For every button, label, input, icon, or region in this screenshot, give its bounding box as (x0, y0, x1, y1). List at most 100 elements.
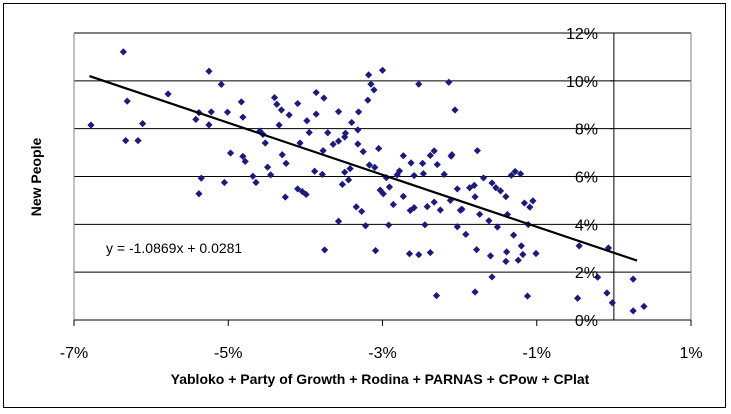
data-point (305, 128, 313, 137)
data-point (267, 171, 275, 179)
data-point (285, 111, 293, 119)
data-point (430, 198, 438, 206)
x-tick-label: 1% (679, 345, 702, 362)
data-point (134, 137, 142, 145)
data-point (421, 221, 429, 229)
data-point (385, 183, 394, 191)
data-point (471, 288, 479, 296)
data-point (399, 152, 407, 160)
data-point (217, 80, 225, 89)
data-point (415, 251, 423, 259)
data-point (237, 98, 245, 106)
data-point (205, 121, 213, 129)
data-point (503, 248, 511, 256)
data-point (575, 242, 583, 250)
data-point (426, 248, 434, 257)
data-point (207, 108, 215, 116)
gridlines (74, 32, 691, 273)
y-tick-label: 4% (575, 217, 598, 234)
data-point (338, 180, 346, 188)
data-point (298, 187, 306, 196)
data-point (344, 176, 353, 184)
data-point (472, 246, 481, 254)
data-point (364, 96, 372, 104)
y-tick-label: 12% (566, 26, 598, 43)
data-point (139, 120, 147, 128)
data-point (485, 217, 493, 225)
data-point (629, 307, 637, 315)
data-point (320, 94, 328, 102)
data-point (324, 129, 332, 137)
data-point (354, 140, 362, 148)
data-point (87, 121, 95, 129)
data-point (319, 147, 327, 155)
data-point (510, 231, 518, 239)
x-tick-label: -7% (60, 345, 88, 362)
data-point (640, 302, 648, 310)
y-axis-title: New People (28, 138, 44, 217)
data-point (275, 121, 283, 129)
data-point (502, 257, 510, 266)
data-point (239, 152, 247, 161)
data-point (354, 126, 362, 134)
data-point (281, 193, 289, 201)
y-tick-label: 10% (566, 74, 598, 91)
data-point (399, 192, 407, 200)
data-point (302, 190, 310, 199)
data-point (448, 151, 456, 159)
data-point (426, 151, 434, 160)
data-point (261, 139, 269, 147)
data-point (488, 179, 496, 187)
data-point (334, 108, 343, 116)
data-point (492, 184, 500, 192)
data-point (341, 133, 349, 141)
data-point (239, 113, 247, 121)
data-point (361, 222, 370, 230)
data-point (205, 67, 213, 75)
trendline-equation: y = -1.0869x + 0.0281 (106, 240, 242, 256)
tick-labels: 0% 2% 4% 6% 8% 10% 12% -7% -5% -3% -1% 1% (60, 26, 703, 362)
data-point (376, 186, 384, 194)
data-point (395, 167, 404, 175)
data-point (629, 275, 637, 283)
data-point (303, 117, 311, 125)
data-point (354, 108, 363, 116)
data-point (493, 223, 502, 231)
data-point (532, 249, 540, 258)
data-point (470, 181, 478, 189)
data-point (476, 210, 484, 218)
data-point (370, 86, 378, 94)
data-point (252, 178, 260, 187)
data-point (348, 118, 356, 127)
data-point (519, 250, 527, 259)
data-point (415, 80, 423, 88)
data-point (270, 93, 279, 102)
data-point (529, 197, 537, 205)
data-point (192, 115, 200, 123)
data-point (359, 148, 367, 156)
data-point (375, 144, 383, 153)
data-point (352, 203, 360, 211)
data-point (358, 207, 366, 216)
data-point (488, 273, 496, 281)
data-point (496, 187, 505, 195)
data-point (312, 110, 320, 118)
data-point (433, 160, 441, 169)
data-point (346, 165, 354, 173)
data-point (277, 106, 286, 114)
data-point (479, 174, 488, 182)
data-point (294, 99, 302, 108)
data-point (574, 294, 582, 302)
y-tick-label: 8% (575, 122, 598, 139)
data-point (220, 178, 228, 187)
data-point (371, 247, 380, 255)
data-point (389, 200, 397, 209)
data-point (410, 171, 418, 180)
data-point (405, 250, 414, 258)
data-point (604, 244, 613, 252)
data-point (430, 147, 438, 155)
data-point (378, 66, 387, 74)
data-point (365, 161, 373, 169)
data-point (334, 137, 343, 145)
